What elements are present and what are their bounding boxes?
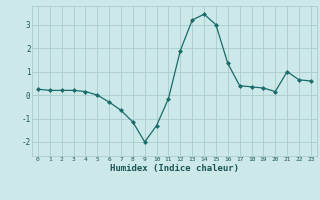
X-axis label: Humidex (Indice chaleur): Humidex (Indice chaleur) [110, 164, 239, 173]
